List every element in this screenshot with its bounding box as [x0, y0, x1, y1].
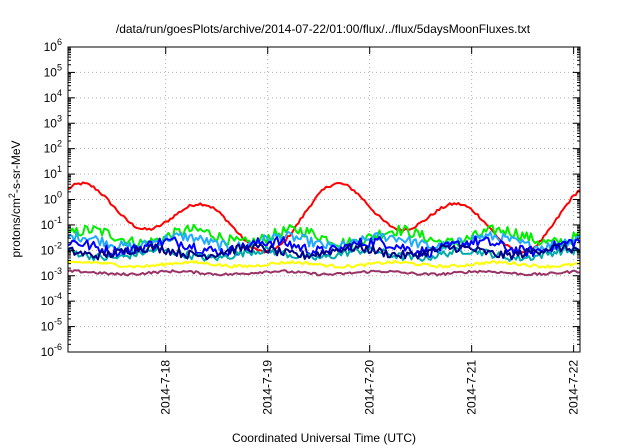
y-tick-label: 103 [44, 113, 62, 130]
y-tick-label-base: 10 [44, 193, 58, 207]
x-tick-label: 2014-7-20 [363, 360, 377, 415]
y-tick-label-base: 10 [41, 269, 55, 283]
y-tick-label: 10-5 [41, 317, 62, 334]
y-tick-label: 106 [44, 37, 62, 54]
y-tick-label-exponent: -3 [54, 266, 62, 276]
y-tick-label: 102 [44, 139, 62, 156]
y-tick-label: 10-1 [41, 215, 62, 232]
y-tick-label-base: 10 [41, 320, 55, 334]
y-tick-label: 10-3 [41, 266, 62, 283]
y-tick-label-base: 10 [44, 91, 58, 105]
y-tick-label-exponent: 4 [57, 88, 62, 98]
y-tick-label: 10-2 [41, 240, 62, 257]
x-tick-label: 2014-7-18 [159, 360, 173, 415]
y-axis-label-main: protons/cm [9, 198, 23, 257]
y-tick-label: 105 [44, 62, 62, 79]
y-tick-label-exponent: -4 [54, 291, 62, 301]
y-tick-label-exponent: 6 [57, 37, 62, 47]
y-tick-label: 101 [44, 164, 62, 181]
y-tick-label-exponent: 0 [57, 190, 62, 200]
x-tick-label: 2014-7-19 [261, 360, 275, 415]
y-tick-label-exponent: 5 [57, 62, 62, 72]
y-axis-label-superscript: 2 [7, 193, 17, 198]
x-axis-label: Coordinated Universal Time (UTC) [232, 431, 416, 445]
series-line [67, 259, 581, 269]
series-line [67, 269, 581, 277]
chart-title: /data/run/goesPlots/archive/2014-07-22/0… [116, 22, 531, 36]
y-tick-label-base: 10 [44, 65, 58, 79]
x-tick-label: 2014-7-21 [465, 360, 479, 415]
y-tick-label-base: 10 [41, 294, 55, 308]
series-group [67, 181, 581, 277]
x-axis: 2014-7-18 2014-7-19 2014-7-20 2014-7-21 2014… [159, 47, 581, 415]
series-line [67, 242, 581, 261]
series-line [67, 230, 581, 253]
y-axis-label-rest: -s-sr-MeV [9, 140, 23, 193]
y-tick-label: 100 [44, 190, 62, 207]
y-tick-label-base: 10 [44, 167, 58, 181]
y-tick-label-base: 10 [44, 116, 58, 130]
x-tick-label: 2014-7-22 [567, 360, 581, 415]
y-axis-label: protons/cm2-s-sr-MeV [7, 140, 23, 257]
grid [68, 47, 580, 352]
y-tick-label-base: 10 [41, 243, 55, 257]
y-tick-label-base: 10 [44, 142, 58, 156]
y-axis: 10-610-510-410-310-210-11001011021031041… [41, 37, 580, 359]
y-tick-label-exponent: 3 [57, 113, 62, 123]
y-tick-label: 10-4 [41, 291, 62, 308]
y-tick-label-base: 10 [41, 218, 55, 232]
y-tick-label-exponent: -1 [54, 215, 62, 225]
y-tick-label-exponent: -2 [54, 240, 62, 250]
y-tick-label-exponent: 1 [57, 164, 62, 174]
y-tick-label: 10-6 [41, 342, 62, 359]
y-tick-label-exponent: -6 [54, 342, 62, 352]
y-tick-label-exponent: -5 [54, 317, 62, 327]
y-tick-label: 104 [44, 88, 62, 105]
y-tick-label-exponent: 2 [57, 139, 62, 149]
y-tick-label-base: 10 [44, 40, 58, 54]
y-tick-label-base: 10 [41, 345, 55, 359]
